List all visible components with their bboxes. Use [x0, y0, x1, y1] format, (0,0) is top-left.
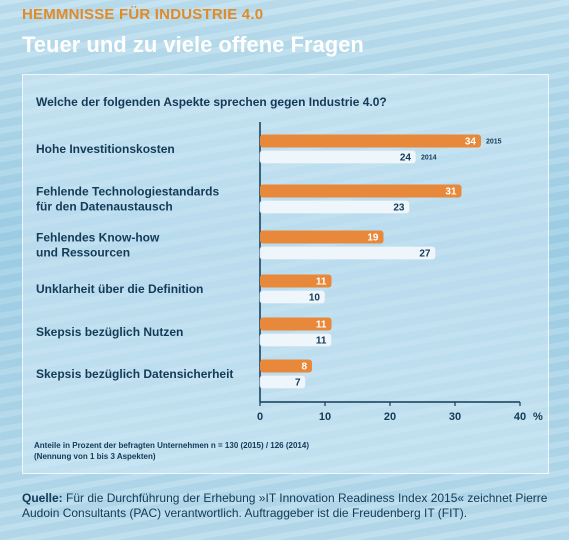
bar-2015: [260, 134, 481, 148]
source-text: Für die Durchführung der Erhebung »IT In…: [22, 491, 548, 520]
legend-label-2014: 2014: [421, 155, 437, 162]
source-label: Quelle:: [22, 491, 63, 505]
bar-value-label-2015: 11: [316, 277, 327, 288]
page-title: Teuer und zu viele offene Fragen: [22, 32, 364, 57]
bar-value-label-2015: 8: [301, 362, 307, 373]
bar-value-label-2015: 11: [316, 320, 327, 331]
x-tick-label: 0: [257, 411, 263, 423]
bar-value-label-2015: 19: [367, 233, 379, 244]
category-label: Skepsis bezüglich Nutzen: [36, 325, 183, 339]
bar-value-label-2015: 34: [465, 137, 477, 148]
bar-value-label-2014: 11: [316, 336, 327, 347]
x-tick-label: 20: [384, 411, 396, 423]
bar-2014: [259, 333, 332, 347]
bar-value-label-2014: 23: [393, 203, 405, 214]
bar-2015: [260, 317, 332, 331]
bar-2015: [260, 274, 332, 288]
bar-2015: [260, 230, 384, 244]
category-label: Unklarheit über die Definition: [36, 282, 203, 296]
x-tick-label: 30: [449, 411, 461, 423]
bar-value-label-2014: 27: [419, 249, 431, 260]
chart-title: Welche der folgenden Aspekte sprechen ge…: [36, 95, 387, 109]
category-label: für den Datenaustausch: [36, 200, 173, 214]
kicker-heading: HEMMNISSE FÜR INDUSTRIE 4.0: [22, 6, 264, 23]
bar-2014: [259, 375, 306, 389]
bar-value-label-2014: 24: [400, 153, 412, 164]
legend-label-2015: 2015: [486, 139, 502, 146]
bar-2014: [259, 246, 436, 260]
bar-value-label-2014: 7: [295, 378, 301, 389]
x-axis-unit: %: [533, 411, 543, 423]
source-note: Quelle: Für die Durchführung der Erhebun…: [22, 491, 552, 521]
bar-2014: [259, 150, 417, 164]
category-label: Fehlende Technologiestandards: [36, 185, 219, 199]
bar-2015: [260, 359, 312, 373]
bar-2014: [259, 290, 326, 304]
x-tick-label: 40: [514, 411, 526, 423]
bar-value-label-2015: 31: [445, 187, 457, 198]
category-label: und Ressourcen: [36, 246, 130, 260]
x-tick-label: 10: [319, 411, 331, 423]
bar-value-label-2014: 10: [309, 293, 321, 304]
category-label: Fehlendes Know-how: [36, 231, 160, 245]
chart-footnote: Anteile in Prozent der befragten Unterne…: [34, 440, 309, 462]
bar-2015: [260, 184, 462, 198]
bar-2014: [259, 200, 410, 214]
footnote-line-1: Anteile in Prozent der befragten Unterne…: [34, 441, 309, 450]
category-label: Skepsis bezüglich Datensicherheit: [36, 367, 233, 381]
category-label: Hohe Investitionskosten: [36, 142, 175, 156]
footnote-line-2: (Nennung von 1 bis 3 Aspekten): [34, 452, 156, 461]
